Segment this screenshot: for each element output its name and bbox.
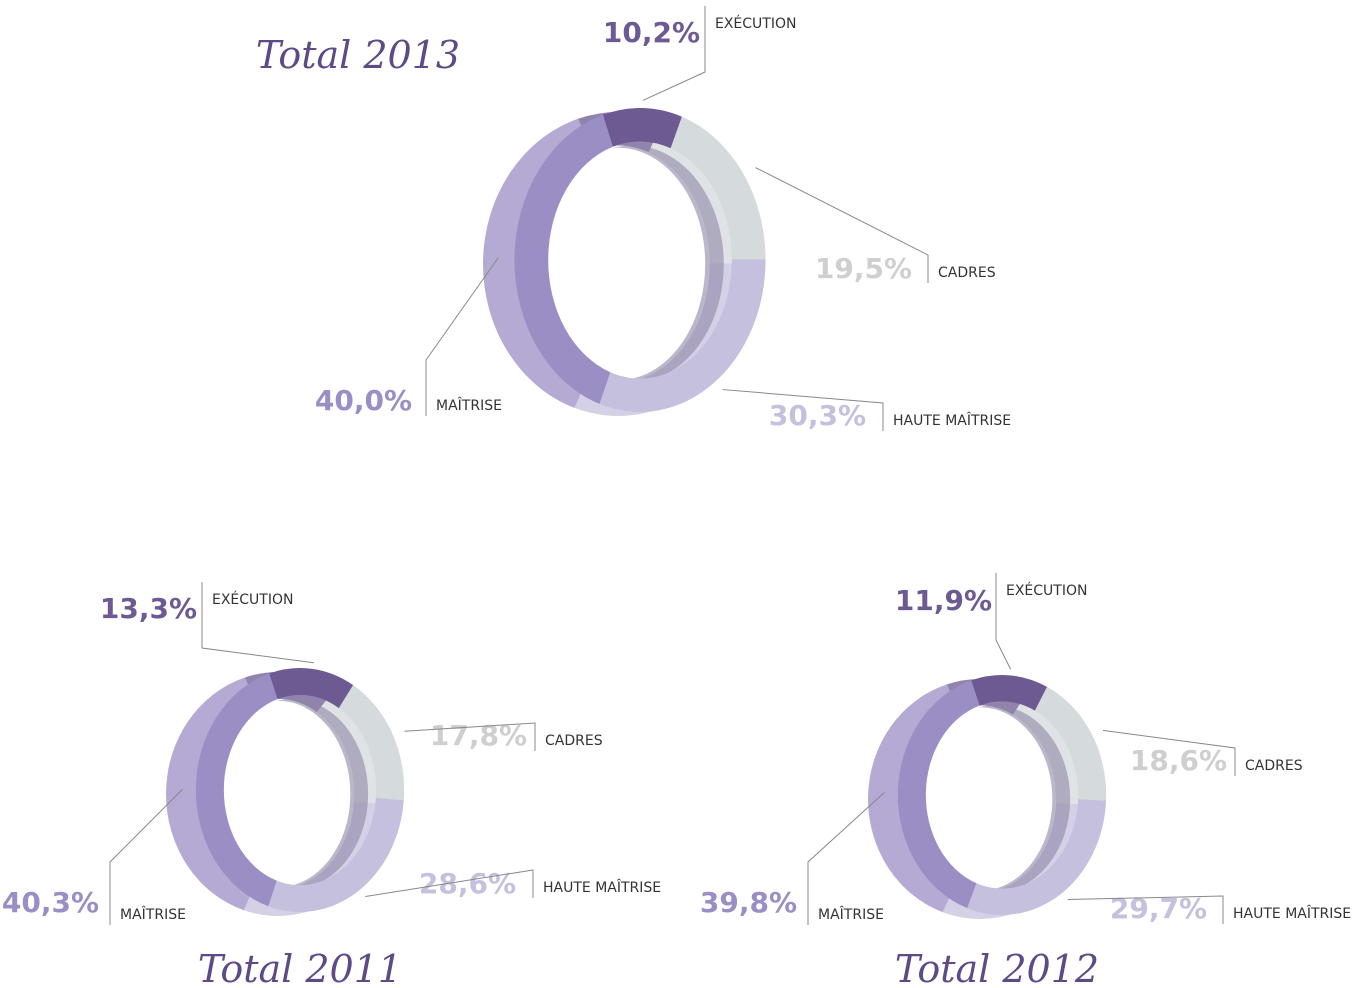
category-label: MAÎTRISE (436, 396, 502, 414)
value-label: 28,6% (419, 867, 516, 900)
donut-segment (195, 673, 278, 907)
leader-line (722, 389, 884, 431)
donut-segment (971, 675, 1048, 711)
value-label: 13,3% (100, 592, 197, 625)
category-label: EXÉCUTION (1006, 582, 1087, 599)
value-label: 19,5% (815, 252, 912, 285)
donut-hole (530, 147, 706, 381)
leader-line (404, 722, 536, 751)
value-label: 18,6% (1130, 744, 1227, 777)
donut-segment (967, 799, 1107, 915)
donut-chart: Total 2013 10,2% EXÉCUTION 19,5% CADRES 30,3%… (256, 6, 1011, 432)
value-label: 39,8% (700, 886, 797, 919)
leader-line (425, 257, 499, 416)
chart-title: Total 2013 (256, 33, 460, 77)
donut-hole (907, 707, 1053, 891)
donut-segment (599, 259, 766, 412)
leader-line (1067, 895, 1224, 924)
category-label: EXÉCUTION (715, 15, 796, 32)
donut-segment (269, 668, 354, 709)
category-label: EXÉCUTION (212, 591, 293, 608)
category-label: CADRES (545, 733, 603, 749)
leader-line (807, 792, 885, 925)
value-label: 30,3% (769, 399, 866, 432)
leader-line (109, 789, 183, 925)
donut-segment (514, 114, 613, 404)
donut-segment (338, 685, 405, 801)
category-label: MAÎTRISE (120, 905, 186, 923)
donut-depth (482, 118, 591, 408)
leader-line (642, 6, 706, 101)
donut-segment (897, 680, 980, 909)
leader-line (365, 869, 534, 898)
donut-segment (602, 108, 682, 149)
leader-line (995, 573, 1012, 670)
category-label: HAUTE MAÎTRISE (543, 878, 661, 896)
donut-hole (205, 700, 351, 888)
leader-line (201, 582, 314, 664)
value-label: 40,0% (315, 384, 412, 417)
value-label: 10,2% (603, 16, 700, 49)
donut-depth (868, 684, 958, 913)
donut-segment (1034, 686, 1107, 801)
category-label: MAÎTRISE (818, 905, 884, 923)
category-label: CADRES (938, 265, 996, 281)
category-label: HAUTE MAÎTRISE (1233, 904, 1351, 922)
donut-segment (268, 797, 404, 912)
category-label: CADRES (1245, 758, 1303, 774)
chart-title: Total 2011 (198, 947, 402, 988)
value-label: 40,3% (2, 886, 99, 919)
category-label: HAUTE MAÎTRISE (893, 411, 1011, 429)
chart-title: Total 2012 (895, 947, 1099, 988)
donut-depth (166, 677, 256, 911)
donut-segment (670, 116, 766, 260)
value-label: 11,9% (895, 584, 992, 617)
leader-line (1102, 729, 1236, 776)
leader-line (755, 167, 929, 283)
